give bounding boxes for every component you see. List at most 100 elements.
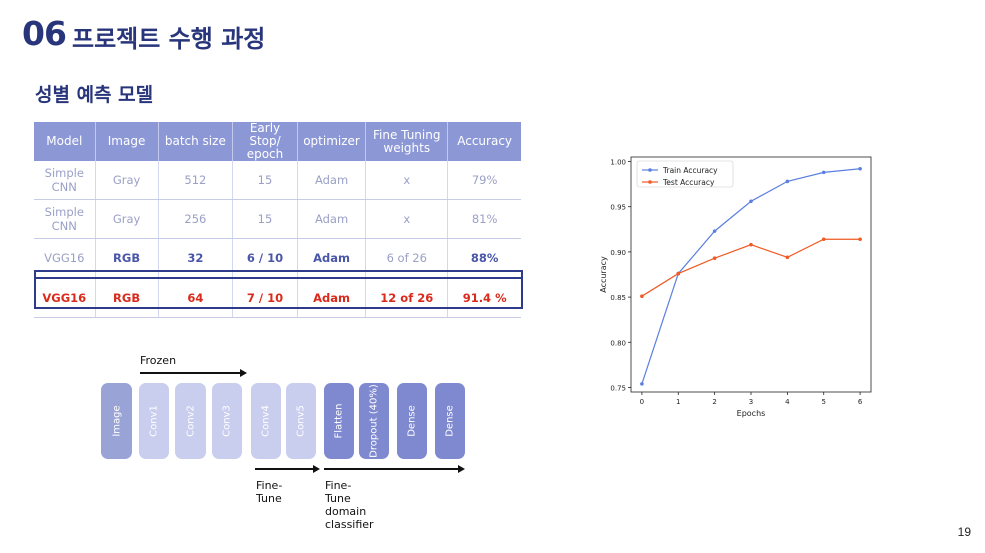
block-label: Conv4 xyxy=(260,405,272,437)
cell-batch: 512 xyxy=(158,161,234,200)
table-row: Simple CNN Gray 512 15 Adam x 79% xyxy=(34,161,521,200)
cell-optimizer: Adam xyxy=(297,161,367,200)
block-dense-2: Dense xyxy=(435,383,465,459)
block-dense-1: Dense xyxy=(397,383,427,459)
col-early-stop: Early Stop/epoch xyxy=(232,122,298,161)
data-point xyxy=(858,237,862,242)
block-label: Dense xyxy=(406,405,418,437)
cell-model: VGG16 xyxy=(34,238,96,279)
data-point xyxy=(821,237,826,242)
cell-weights: x xyxy=(365,199,449,239)
x-tick-label: 0 xyxy=(640,398,644,406)
block-image: Image xyxy=(101,383,132,459)
block-conv3: Conv3 xyxy=(212,383,242,459)
cell-epoch: 6 / 10 xyxy=(232,238,298,279)
cell-optimizer: Adam xyxy=(297,238,367,279)
block-conv2: Conv2 xyxy=(175,383,206,459)
cell-weights: 12 of 26 xyxy=(365,278,449,318)
legend-box xyxy=(636,160,734,188)
cell-image: RGB xyxy=(95,278,159,318)
block-dropout: Dropout (40%) xyxy=(359,383,389,459)
data-point xyxy=(640,382,644,386)
cell-accuracy: 88% xyxy=(447,238,521,279)
cell-image: Gray xyxy=(95,199,159,239)
cell-weights: 6 of 26 xyxy=(365,238,449,279)
cell-model: VGG16 xyxy=(34,278,96,318)
section-number: 06 xyxy=(22,14,67,53)
finetune-arrow-head xyxy=(313,465,320,473)
legend-label: Train Accuracy xyxy=(662,166,718,175)
x-tick-label: 5 xyxy=(821,398,825,406)
cell-optimizer: Adam xyxy=(297,199,367,239)
table-row: VGG16 RGB 32 6 / 10 Adam 6 of 26 88% xyxy=(34,238,521,279)
block-label: Conv5 xyxy=(295,405,307,437)
y-tick-label: 0.75 xyxy=(610,384,626,392)
data-point xyxy=(749,199,753,204)
x-tick-label: 2 xyxy=(712,398,716,406)
block-label: Dropout (40%) xyxy=(368,384,380,458)
data-point xyxy=(821,170,826,175)
cell-model: Simple CNN xyxy=(34,199,96,239)
data-point xyxy=(858,166,862,171)
col-image: Image xyxy=(95,122,159,161)
cell-accuracy: 79% xyxy=(447,161,521,200)
block-label: Flatten xyxy=(333,403,345,439)
finetune-label: Fine-Tune xyxy=(256,479,283,505)
frozen-arrow-head xyxy=(240,369,247,377)
page-number: 19 xyxy=(957,525,971,539)
classifier-arrow-line xyxy=(324,468,460,470)
cell-batch: 64 xyxy=(158,278,234,318)
model-comparison-table: Model Image batch size Early Stop/epoch … xyxy=(34,122,521,318)
col-fine-tuning: Fine Tuning weights xyxy=(365,122,449,161)
data-point xyxy=(712,256,717,261)
block-label: Image xyxy=(111,405,122,437)
frozen-arrow-line xyxy=(140,372,240,374)
finetune-arrow-line xyxy=(255,468,317,470)
data-point xyxy=(785,255,790,260)
table-row-highlighted: VGG16 RGB 64 7 / 10 Adam 12 of 26 91.4 % xyxy=(34,278,521,318)
data-point xyxy=(676,271,681,276)
data-point xyxy=(749,242,753,247)
data-point xyxy=(640,294,644,298)
y-tick-label: 0.95 xyxy=(610,204,626,212)
cell-epoch: 15 xyxy=(232,161,298,200)
table-header-row: Model Image batch size Early Stop/epoch … xyxy=(34,122,521,161)
y-tick-label: 1.00 xyxy=(610,159,626,167)
y-tick-label: 0.85 xyxy=(610,294,626,302)
cell-batch: 32 xyxy=(158,238,234,279)
accuracy-line-chart: 0.75 0.80 0.85 0.90 0.95 1.00 0 1 2 3 4 5 6 Epochs Acc… xyxy=(599,156,872,418)
y-tick-label: 0.90 xyxy=(610,249,626,257)
legend-marker xyxy=(648,180,652,184)
block-conv5: Conv5 xyxy=(286,383,316,459)
cell-epoch: 7 / 10 xyxy=(232,278,298,318)
classifier-arrow-head xyxy=(458,465,465,473)
col-accuracy: Accuracy xyxy=(447,122,521,161)
legend-marker xyxy=(648,168,652,172)
cell-image: RGB xyxy=(95,238,159,279)
x-axis-label: Epochs xyxy=(737,409,766,418)
block-conv4: Conv4 xyxy=(251,383,281,459)
classifier-label: Fine-Tune domain classifier xyxy=(325,479,374,531)
cell-weights: x xyxy=(365,161,449,200)
data-point xyxy=(785,179,790,184)
cell-batch: 256 xyxy=(158,199,234,239)
cell-accuracy: 91.4 % xyxy=(447,278,521,318)
col-model: Model xyxy=(34,122,96,161)
y-tick-label: 0.80 xyxy=(610,339,626,347)
cell-epoch: 15 xyxy=(232,199,298,239)
x-tick-label: 1 xyxy=(676,398,680,406)
y-axis-label: Accuracy xyxy=(599,256,608,293)
block-label: Dense xyxy=(444,405,456,437)
subsection-title: 성별 예측 모델 xyxy=(35,84,154,106)
legend-label: Test Accuracy xyxy=(662,178,715,187)
block-label: Conv2 xyxy=(185,405,196,437)
block-label: Conv1 xyxy=(148,405,160,437)
x-tick-label: 3 xyxy=(749,398,753,406)
frozen-label: Frozen xyxy=(140,354,177,367)
col-batch-size: batch size xyxy=(158,122,234,161)
cell-model: Simple CNN xyxy=(34,161,96,200)
x-tick-label: 4 xyxy=(785,398,790,406)
x-tick-label: 6 xyxy=(858,398,863,406)
table-row: Simple CNN Gray 256 15 Adam x 81% xyxy=(34,199,521,239)
block-label: Conv3 xyxy=(221,405,233,437)
